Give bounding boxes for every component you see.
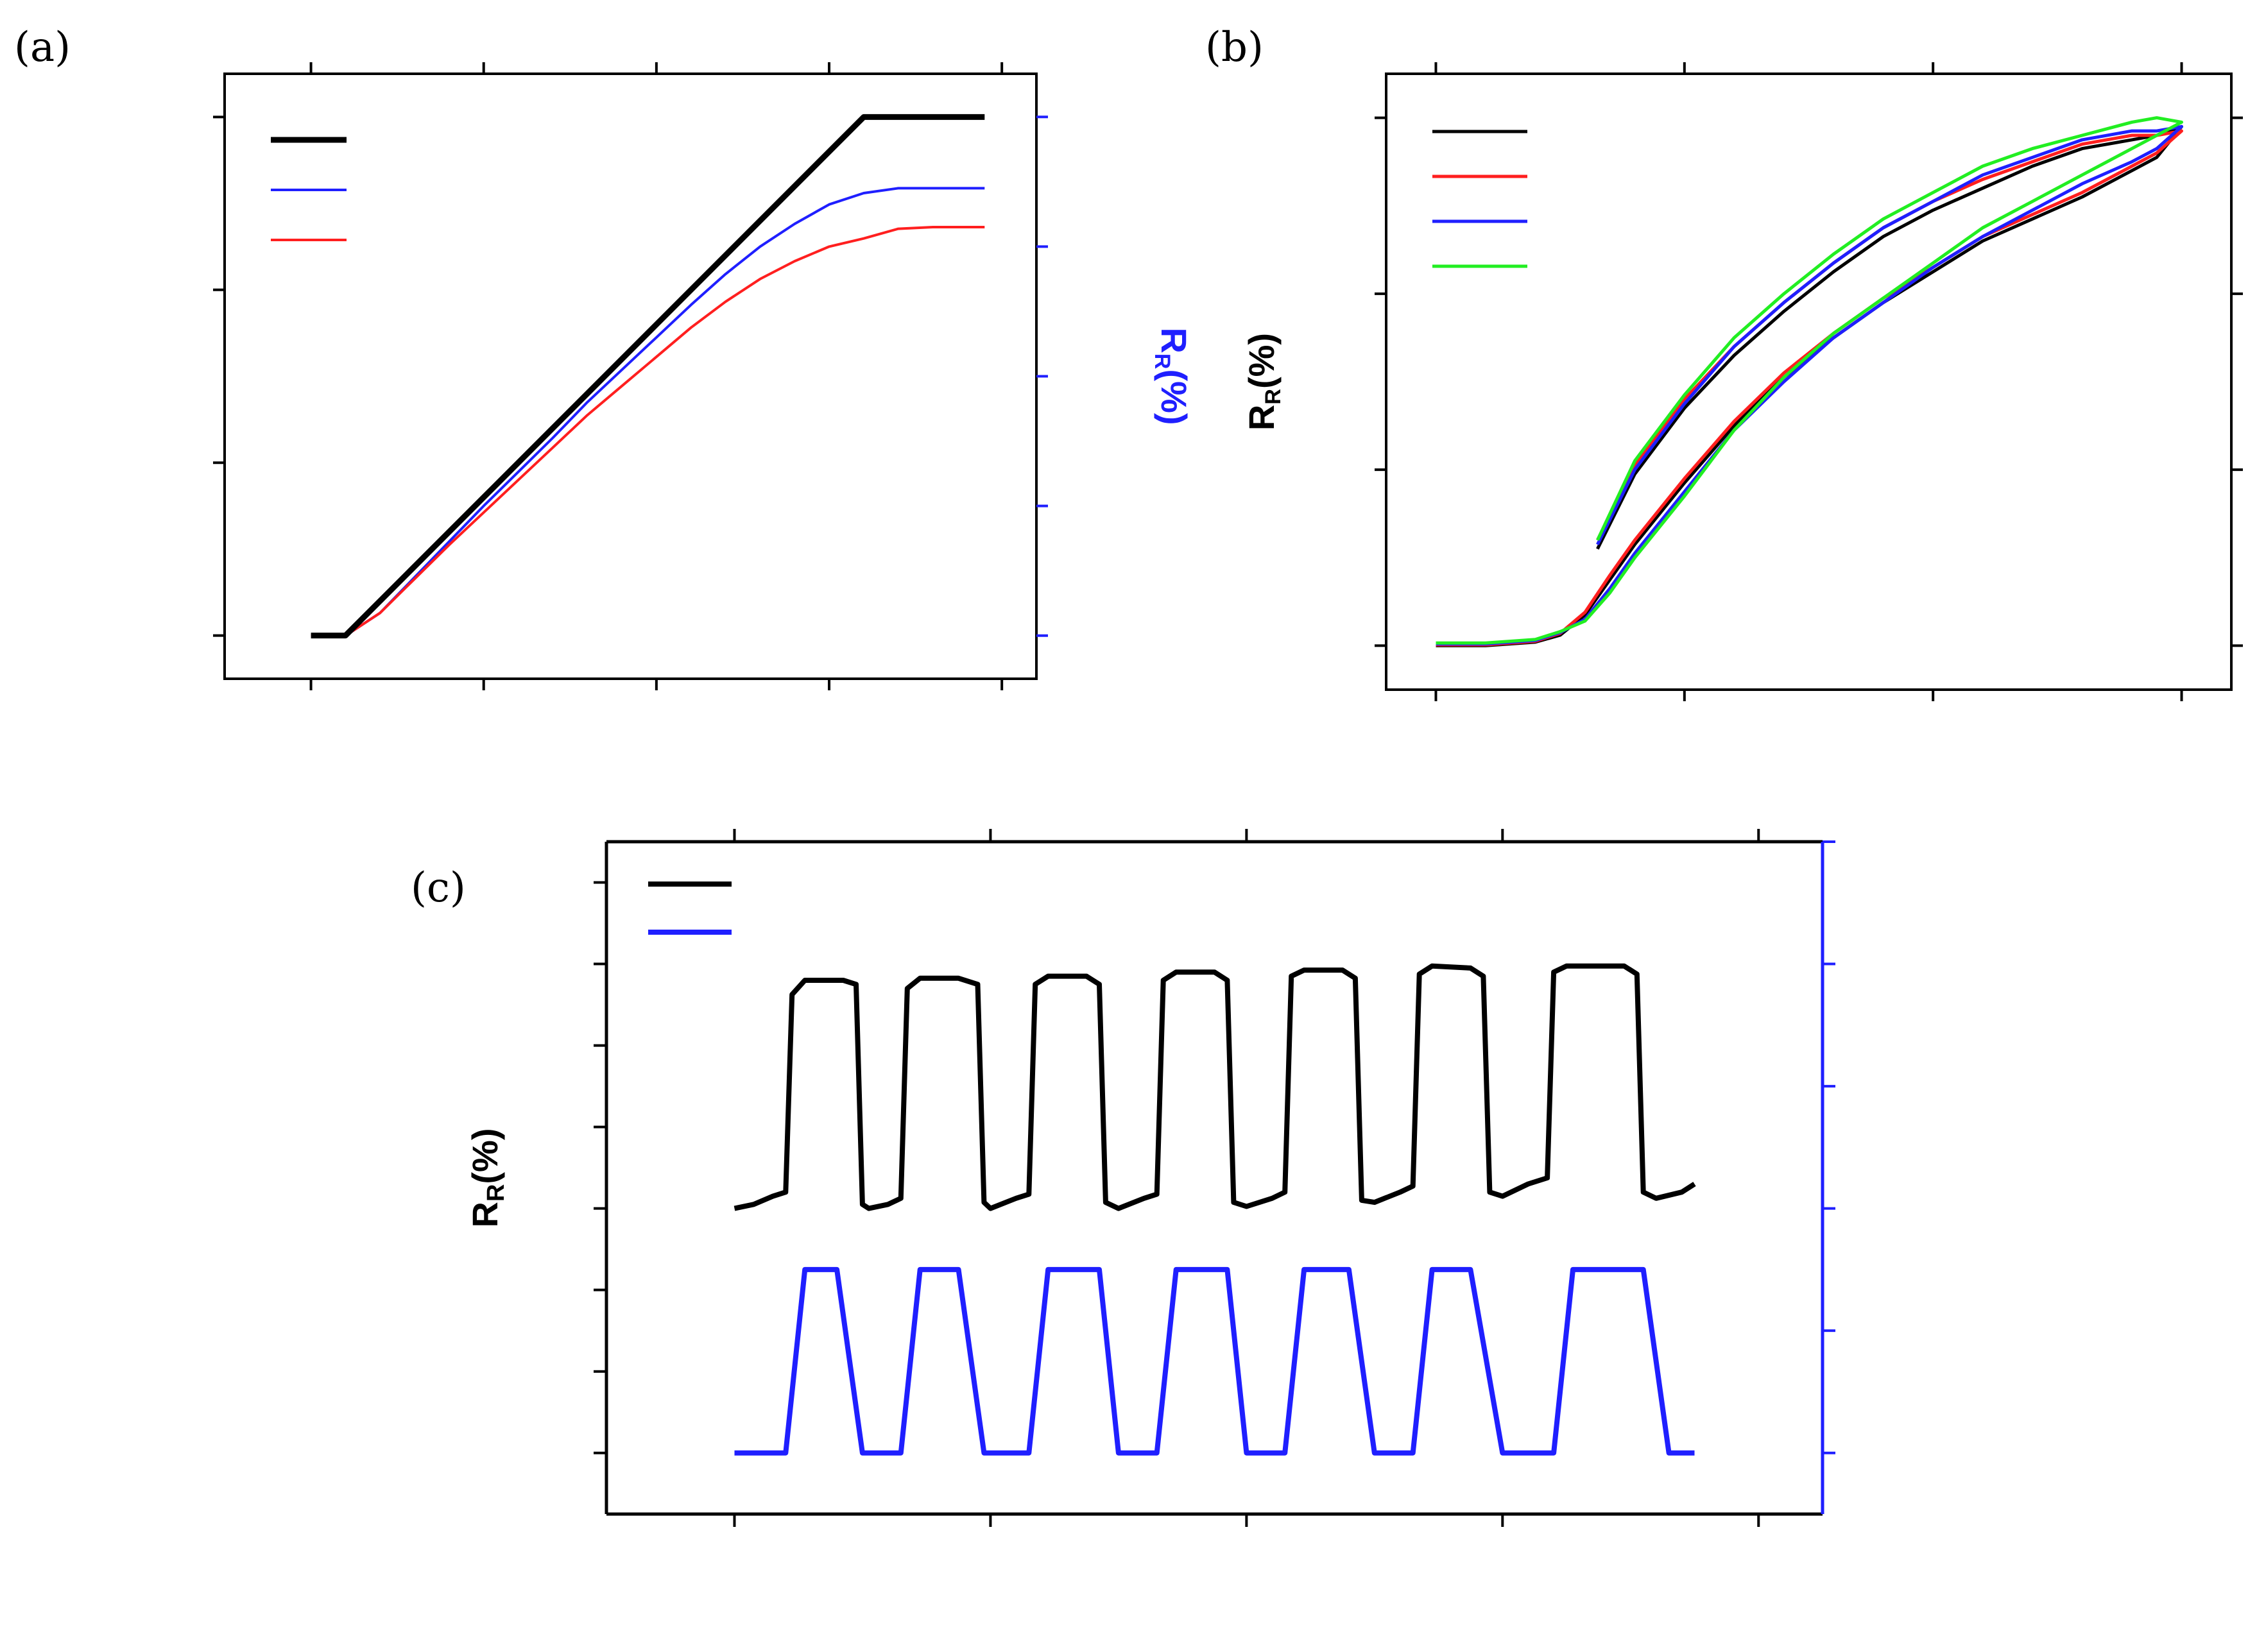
- y-left-axis-title-main-c: R: [465, 1202, 505, 1227]
- panel-c-label: (c): [411, 864, 466, 912]
- panel-b: (b) RR(%): [1205, 24, 2243, 701]
- series-line-a-ole: [311, 226, 985, 637]
- y-right-axis-title-a: RR(%): [1150, 327, 1194, 425]
- y-left-axis-title-sub-c: R: [483, 1184, 510, 1202]
- y-right-axis-title-sub-a: R: [1150, 353, 1174, 370]
- series-line-a-stage: [311, 114, 985, 639]
- y-right-axis-title-tail-a: (%): [1154, 369, 1194, 425]
- series-line-b-1: [1436, 124, 2183, 647]
- panel-a-label: (a): [14, 24, 71, 71]
- series-line-c-stage: [734, 1266, 1695, 1456]
- y-left-axis-title-c: RR(%): [465, 1128, 510, 1228]
- y-axis-title-sub-b: R: [1261, 389, 1285, 405]
- plot-frame-b: [1385, 72, 2233, 691]
- y-axis-title-main-b: R: [1241, 405, 1282, 430]
- series-line-b-4: [1436, 116, 2183, 645]
- series-line-c-ole: [734, 963, 1696, 1211]
- y-left-axis-title-tail-c: (%): [465, 1128, 505, 1184]
- panel-c: (c) RR(%): [411, 829, 1835, 1527]
- panel-b-label: (b): [1205, 24, 1264, 71]
- series-line-b-3: [1436, 124, 2183, 646]
- series-line-b-2: [1436, 129, 2183, 647]
- series-line-a-bare: [311, 187, 985, 637]
- y-axis-title-tail-b: (%): [1241, 333, 1282, 389]
- y-axis-title-b: RR(%): [1241, 333, 1285, 430]
- panel-a: (a) RR(%): [14, 24, 1194, 690]
- y-right-axis-title-main-a: R: [1154, 327, 1194, 353]
- plot-frame-a: [223, 72, 1038, 680]
